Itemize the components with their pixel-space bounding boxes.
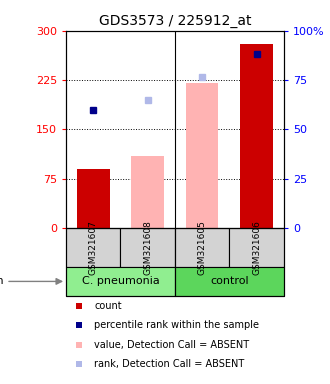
Bar	[66, 228, 120, 267]
Title: GDS3573 / 225912_at: GDS3573 / 225912_at	[99, 14, 251, 28]
Text: value, Detection Call = ABSENT: value, Detection Call = ABSENT	[94, 340, 249, 350]
Bar	[186, 83, 218, 228]
Bar	[66, 267, 175, 296]
Text: count: count	[94, 301, 122, 311]
Bar	[77, 169, 110, 228]
Text: rank, Detection Call = ABSENT: rank, Detection Call = ABSENT	[94, 359, 245, 369]
Bar	[229, 228, 284, 267]
Text: percentile rank within the sample: percentile rank within the sample	[94, 320, 259, 330]
Text: GSM321607: GSM321607	[89, 220, 98, 275]
Bar	[120, 228, 175, 267]
Bar	[131, 156, 164, 228]
Bar	[240, 44, 273, 228]
Text: GSM321606: GSM321606	[252, 220, 261, 275]
Text: C. pneumonia: C. pneumonia	[82, 276, 159, 286]
Bar	[175, 228, 229, 267]
Text: control: control	[210, 276, 249, 286]
Bar	[175, 267, 284, 296]
Text: GSM321608: GSM321608	[143, 220, 152, 275]
Text: GSM321605: GSM321605	[198, 220, 207, 275]
Text: infection: infection	[0, 276, 3, 286]
